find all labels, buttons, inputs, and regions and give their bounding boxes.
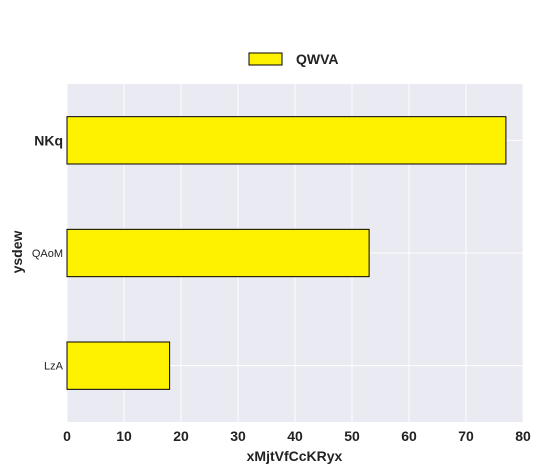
legend-label-qwva: QWVA — [296, 51, 339, 67]
bar-lza — [66, 341, 171, 390]
y-axis-ticks: NKq QAoM LzA — [32, 132, 64, 372]
x-tick-label: 10 — [116, 428, 132, 444]
x-tick-label: 30 — [230, 428, 246, 444]
y-axis-label: ysdew — [9, 230, 25, 273]
x-axis-ticks: 0 10 20 30 40 50 60 70 80 — [63, 428, 531, 444]
x-tick-label: 0 — [63, 428, 71, 444]
x-tick-label: 20 — [173, 428, 189, 444]
y-tick-label: LzA — [44, 361, 64, 373]
x-tick-label: 60 — [401, 428, 417, 444]
x-tick-label: 50 — [344, 428, 360, 444]
bars — [66, 116, 507, 390]
x-tick-label: 80 — [515, 428, 531, 444]
x-axis-label: xMjtVfCcKRyx — [247, 448, 343, 464]
bar-qaom — [66, 228, 370, 278]
legend-swatch-qwva — [248, 52, 283, 66]
y-tick-label: QAoM — [32, 248, 63, 260]
bar-nkq — [66, 116, 507, 165]
x-tick-label: 40 — [287, 428, 303, 444]
y-tick-label: NKq — [34, 132, 63, 148]
legend: QWVA — [248, 51, 339, 67]
x-tick-label: 70 — [458, 428, 474, 444]
